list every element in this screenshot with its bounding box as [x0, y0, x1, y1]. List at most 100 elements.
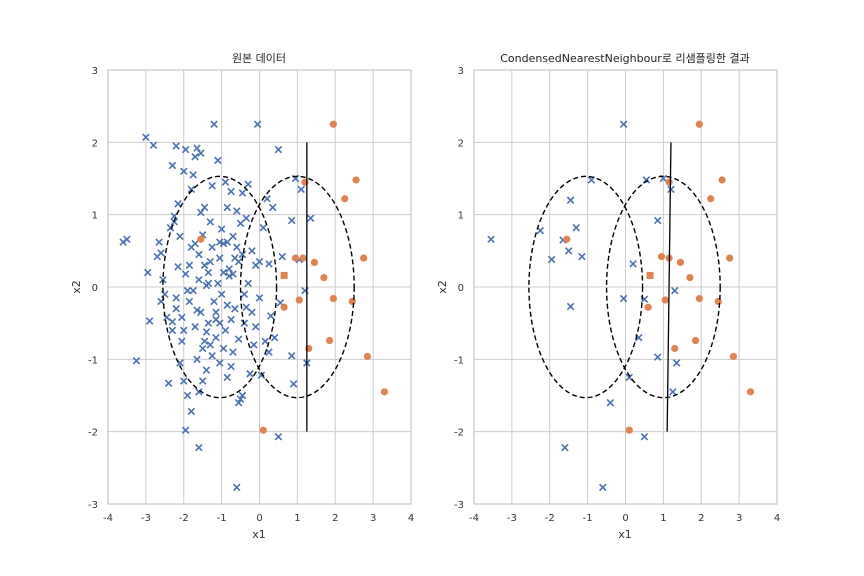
y-tick-label: 1 — [458, 211, 464, 222]
point-class0 — [178, 313, 186, 322]
point-stroke — [547, 255, 556, 264]
point-class0 — [181, 145, 190, 154]
point-stroke — [225, 272, 233, 280]
point-class1 — [746, 388, 755, 396]
point-class0 — [578, 252, 586, 261]
point-stroke — [193, 144, 201, 152]
point-class0 — [200, 203, 209, 212]
point-stroke — [200, 337, 209, 346]
point-stroke — [251, 323, 260, 331]
point-class0 — [195, 388, 203, 396]
point-stroke — [223, 373, 232, 382]
point-class0 — [566, 196, 575, 204]
point-stroke — [634, 333, 643, 342]
point-class0 — [259, 223, 268, 232]
grid — [473, 69, 778, 505]
point-stroke — [123, 235, 131, 244]
point-stroke — [289, 380, 298, 388]
point-stroke — [206, 257, 215, 266]
point-class0 — [219, 344, 228, 353]
plot-frame — [473, 69, 778, 505]
point-class1 — [726, 254, 734, 262]
point-class0 — [233, 243, 241, 251]
point-class0 — [487, 235, 495, 244]
point-class1 — [686, 273, 694, 282]
point-class0 — [250, 341, 258, 349]
point-stroke — [229, 232, 237, 241]
point-stroke — [221, 326, 230, 335]
point-class0 — [214, 156, 222, 165]
point-stroke — [268, 203, 277, 212]
dashed-ellipse — [528, 175, 644, 399]
point-stroke — [212, 315, 220, 324]
point-class1 — [707, 195, 715, 203]
point-stroke — [157, 249, 165, 257]
point-stroke — [653, 353, 662, 361]
point-class1 — [657, 253, 666, 261]
point-class0 — [132, 357, 141, 365]
point-stroke — [215, 238, 224, 246]
point-stroke — [287, 216, 296, 225]
point-class0 — [215, 254, 224, 262]
point-stroke — [536, 226, 545, 235]
point-class1 — [329, 120, 337, 128]
point-stroke — [248, 247, 256, 255]
point-stroke — [250, 341, 258, 349]
series-class1 — [563, 120, 755, 434]
point-stroke — [578, 252, 586, 261]
point-stroke — [149, 141, 158, 149]
point-class0 — [212, 333, 220, 342]
point-stroke — [276, 299, 285, 307]
point-stroke — [197, 308, 205, 317]
point-class0 — [168, 161, 177, 170]
point-stroke — [197, 149, 205, 157]
point-class1 — [310, 258, 319, 267]
x-tick-label: -2 — [545, 513, 555, 524]
point-class1 — [295, 296, 303, 304]
point-stroke — [195, 388, 203, 396]
x-tick-label: 4 — [774, 513, 780, 524]
point-stroke — [170, 218, 179, 226]
point-class0 — [653, 353, 662, 361]
point-stroke — [181, 145, 190, 154]
point-stroke — [185, 297, 194, 306]
point-stroke — [231, 254, 239, 262]
x-tick-label: -2 — [179, 513, 189, 524]
point-stroke — [274, 432, 283, 441]
point-class1-square — [646, 271, 654, 279]
point-stroke — [238, 250, 247, 259]
point-class0 — [200, 337, 209, 346]
point-class0 — [197, 208, 205, 217]
point-class0 — [172, 304, 180, 313]
point-class0 — [229, 270, 237, 278]
point-stroke — [200, 261, 209, 270]
point-stroke — [233, 207, 241, 215]
point-class0 — [168, 326, 177, 335]
point-class0 — [223, 373, 232, 382]
point-class0 — [179, 167, 188, 176]
point-class1 — [320, 273, 328, 282]
point-class1 — [352, 176, 360, 184]
point-class0 — [287, 351, 296, 360]
point-class1 — [197, 235, 205, 243]
point-class0 — [233, 483, 241, 492]
point-stroke — [672, 359, 681, 367]
point-class0 — [215, 238, 224, 246]
point-stroke — [215, 254, 224, 262]
point-class0 — [255, 257, 264, 266]
decision-line — [666, 142, 672, 432]
point-class1 — [360, 254, 368, 262]
point-stroke — [267, 312, 275, 320]
point-class0 — [191, 239, 199, 248]
point-class0 — [240, 290, 249, 298]
point-stroke — [270, 333, 279, 342]
point-class0 — [670, 286, 679, 295]
point-class1 — [380, 388, 389, 396]
point-class0 — [236, 395, 245, 403]
point-class0 — [208, 243, 216, 251]
point-class0 — [238, 250, 247, 259]
point-class0 — [572, 223, 581, 232]
point-class0 — [248, 308, 256, 317]
x-axis-label: x1 — [252, 528, 266, 541]
